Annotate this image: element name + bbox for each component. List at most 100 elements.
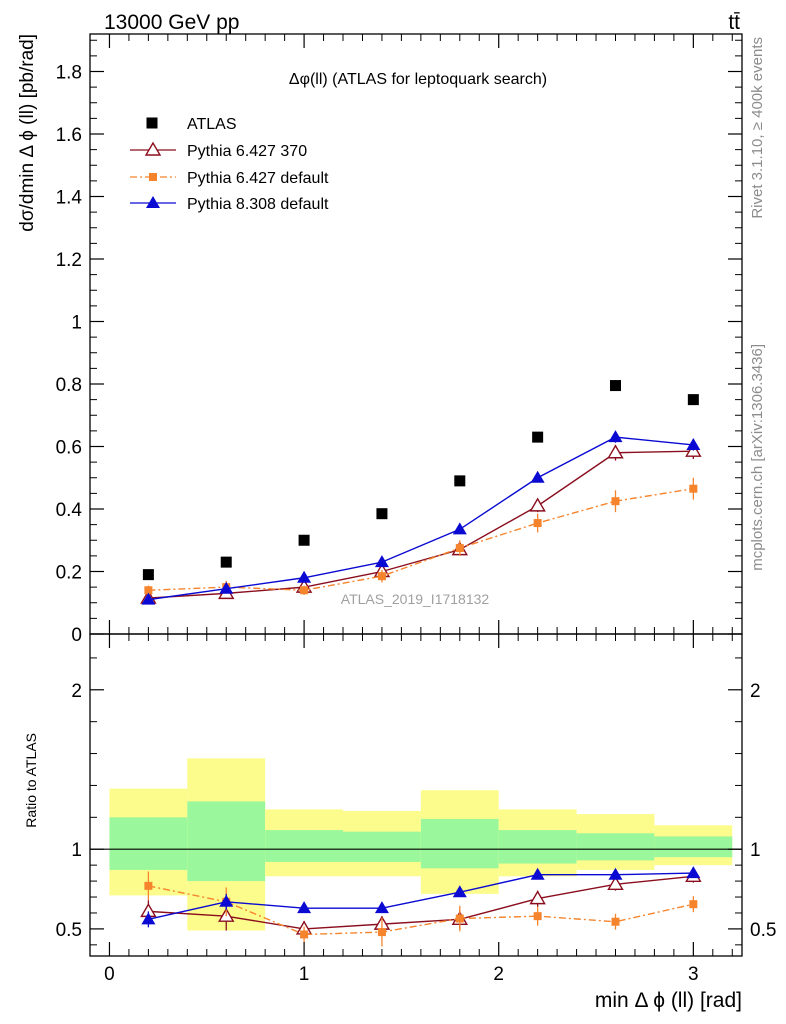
ratio-pythia-6-427-default-point xyxy=(377,928,386,937)
top-pythia-8-308-default-point xyxy=(530,470,545,483)
x-tick-label: 2 xyxy=(493,964,504,985)
ratio-band-green xyxy=(187,801,266,882)
top-pythia-8-308-default-point xyxy=(141,592,156,605)
legend-label-py8-default: Pythia 8.308 default xyxy=(187,196,329,213)
top-atlas-point xyxy=(532,431,544,443)
y-tick-label: 1.6 xyxy=(56,125,82,146)
legend-marker-py8-default xyxy=(146,196,160,208)
y-tick-label: 0.6 xyxy=(56,438,82,459)
header-left-label: 13000 GeV pp xyxy=(104,11,239,34)
ratio-pythia-6-427-default-point xyxy=(533,912,542,921)
ratio-panel-frame xyxy=(89,633,743,957)
panel-frames xyxy=(89,33,743,957)
top-atlas-point xyxy=(376,508,388,520)
y-tick-label: 1.8 xyxy=(56,63,82,84)
top-y-axis-label: dσ/dmin Δ ϕ (ll) [pb/rad] xyxy=(17,34,38,232)
legend-marker-py6-default xyxy=(149,173,157,181)
watermark-label: ATLAS_2019_I1718132 xyxy=(341,591,490,607)
ratio-band-green xyxy=(420,818,499,869)
top-pythia-8-308-default-point xyxy=(452,522,467,535)
top-pythia-6-427-default-point xyxy=(300,586,309,595)
top-atlas-point xyxy=(454,475,466,487)
top-pythia-6-427-370-line xyxy=(148,450,694,599)
y-tick-label: 0.2 xyxy=(56,563,82,584)
mcplots-side-label: mcplots.cern.ch [arXiv:1306.3436] xyxy=(749,344,766,571)
top-panel-title: Δφ(ll) (ATLAS for leptoquark search) xyxy=(289,71,547,88)
y-tick-label: 2 xyxy=(71,681,82,702)
x-tick-label: 1 xyxy=(299,964,310,985)
top-pythia-6-427-default-point xyxy=(611,497,620,506)
ratio-pythia-6-427-default-line xyxy=(148,885,694,936)
ratio-pythia-8-308-default-point xyxy=(219,894,234,907)
ratio-band-green xyxy=(109,817,188,870)
ratio-band-green xyxy=(576,833,655,861)
y-tick-label: 1 xyxy=(71,840,82,861)
top-atlas-point xyxy=(298,534,310,546)
y-tick-label: 1.2 xyxy=(56,250,82,271)
ratio-pythia-6-427-370-point xyxy=(529,890,546,905)
y-tick-label-right: 1 xyxy=(750,840,761,861)
y-tick-label: 1.4 xyxy=(56,188,83,209)
y-tick-label: 0 xyxy=(71,625,82,646)
legend-label-py6-default: Pythia 6.427 default xyxy=(187,170,329,187)
top-pythia-6-427-default-point xyxy=(377,572,386,581)
ratio-pythia-8-308-default-point xyxy=(452,885,467,898)
ratio-pythia-8-308-default-point xyxy=(530,867,545,880)
y-tick-label-right: 0.5 xyxy=(750,920,776,941)
top-pythia-6-427-default-line xyxy=(148,487,694,591)
rivet-side-label: Rivet 3.1.10, ≥ 400k events xyxy=(749,37,766,219)
x-tick-label: 0 xyxy=(104,964,115,985)
ratio-band-green xyxy=(265,830,344,862)
top-pythia-6-427-default-point xyxy=(689,484,698,493)
ratio-y-axis-label: Ratio to ATLAS xyxy=(23,733,39,828)
ratio-pythia-8-308-default-point xyxy=(297,901,312,914)
top-pythia-6-427-default-point xyxy=(144,586,153,595)
ratio-band-green xyxy=(654,836,733,858)
legend-marker-py6-370 xyxy=(144,141,162,156)
y-tick-label: 0.4 xyxy=(56,500,83,521)
ratio-pythia-6-427-370-point xyxy=(607,875,624,890)
top-pythia-8-308-default-point xyxy=(374,555,389,568)
y-tick-label-right: 2 xyxy=(750,681,761,702)
top-panel-series xyxy=(140,380,702,605)
legend-marker-atlas xyxy=(146,117,158,129)
ratio-panel-series xyxy=(140,866,702,947)
legend-label-atlas: ATLAS xyxy=(187,116,237,133)
ratio-pythia-8-308-default-point xyxy=(608,867,623,880)
ratio-pythia-6-427-default-point xyxy=(144,881,153,890)
top-pythia-6-427-370-point xyxy=(607,444,624,459)
ratio-pythia-8-308-default-point xyxy=(141,912,156,925)
top-pythia-6-427-default-point xyxy=(455,544,464,553)
top-atlas-point xyxy=(687,394,699,406)
top-atlas-point xyxy=(609,380,621,392)
ratio-pythia-6-427-default-point xyxy=(455,914,464,923)
ratio-pythia-6-427-370-line xyxy=(148,875,694,930)
legend: ATLAS Pythia 6.427 370 Pythia 6.427 defa… xyxy=(130,116,329,213)
top-pythia-8-308-default-point xyxy=(608,430,623,443)
ratio-pythia-6-427-default-point xyxy=(300,930,309,939)
ratio-pythia-6-427-default-point xyxy=(689,900,698,909)
legend-label-py6-370: Pythia 6.427 370 xyxy=(187,143,307,160)
ratio-band-green xyxy=(343,831,421,862)
ratio-pythia-8-308-default-line xyxy=(148,872,694,921)
ratio-pythia-6-427-default-point xyxy=(611,917,620,926)
header-right-label: tt̄ xyxy=(728,11,740,34)
ratio-pythia-8-308-default-point xyxy=(686,866,701,879)
ratio-band-green xyxy=(498,830,577,864)
top-pythia-8-308-default-point xyxy=(297,570,312,583)
y-tick-label: 0.8 xyxy=(56,375,82,396)
top-pythia-8-308-default-point xyxy=(219,581,234,594)
ratio-pythia-8-308-default-point xyxy=(374,901,389,914)
x-axis-label: min Δ ϕ (ll) [rad] xyxy=(595,989,742,1012)
top-pythia-6-427-370-point xyxy=(529,497,546,512)
y-tick-label: 1 xyxy=(71,313,82,334)
top-atlas-point xyxy=(220,556,232,568)
y-tick-label: 0.5 xyxy=(56,920,82,941)
top-pythia-8-308-default-line xyxy=(148,436,694,601)
axis-ticks: 0 0.2 0.4 0.6 0.8 1 1.2 1.4 1.6 1.8 0.5 0.5 1 1 2 2 0 1 2 3 xyxy=(56,34,776,985)
ratio-uncertainty-bands xyxy=(109,758,733,931)
x-tick-label: 3 xyxy=(688,964,699,985)
top-pythia-8-308-default-point xyxy=(686,437,701,450)
top-atlas-point xyxy=(142,569,154,581)
